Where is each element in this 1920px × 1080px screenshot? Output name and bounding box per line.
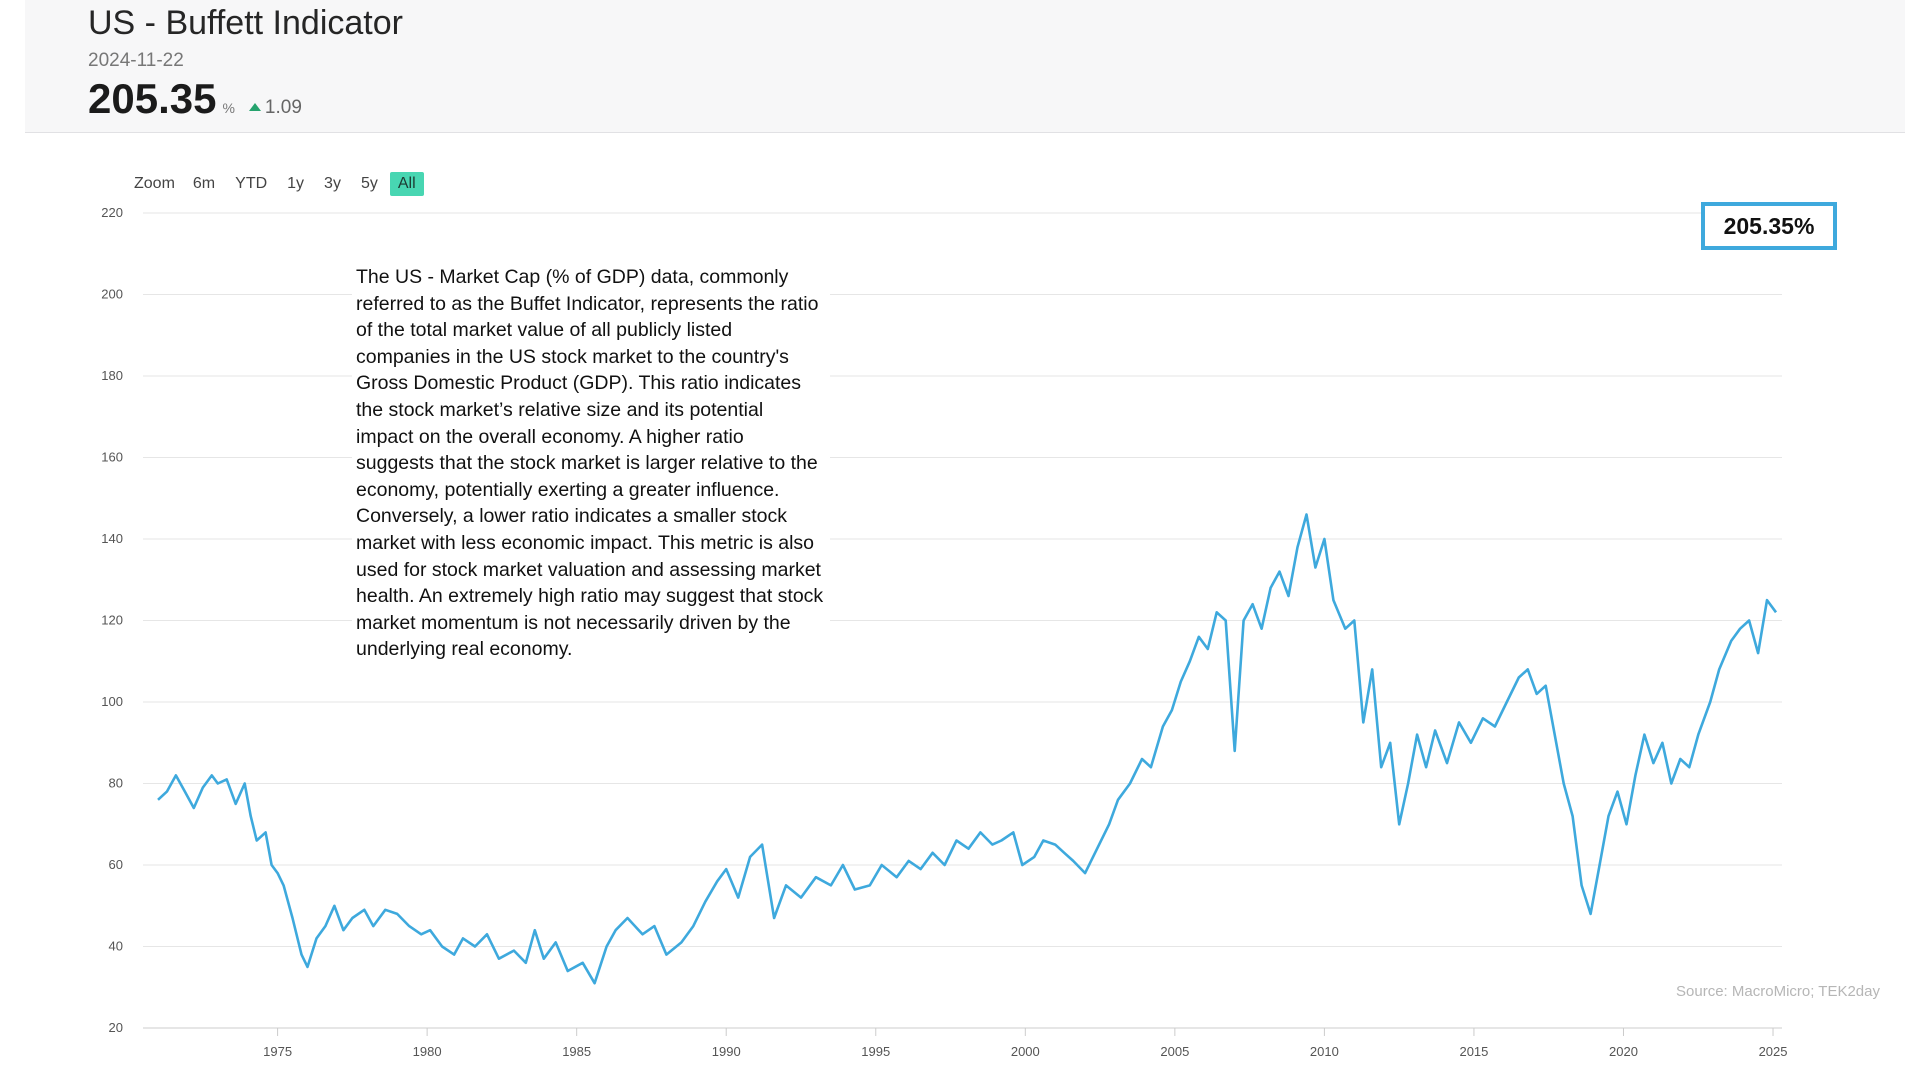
x-tick-label: 2000 — [1011, 1044, 1040, 1059]
y-tick-label: 20 — [109, 1020, 123, 1035]
source-note: Source: MacroMicro; TEK2day — [1676, 983, 1880, 1000]
triangle-up-icon — [248, 103, 261, 111]
zoom-label: Zoom — [134, 175, 175, 192]
y-tick-label: 80 — [109, 776, 123, 791]
value-unit: % — [222, 100, 235, 116]
y-tick-label: 120 — [101, 613, 123, 628]
zoom-button-all[interactable]: All — [389, 172, 424, 196]
x-tick-label: 2005 — [1160, 1044, 1189, 1059]
zoom-button-5y[interactable]: 5y — [360, 175, 378, 192]
x-tick-label: 1975 — [263, 1044, 292, 1059]
header: US - Buffett Indicator 2024-11-22 205.35… — [25, 0, 1905, 133]
y-tick-label: 100 — [101, 694, 123, 709]
latest-value-callout: 205.35% — [1701, 202, 1837, 250]
description-text: The US - Market Cap (% of GDP) data, com… — [352, 262, 830, 665]
y-tick-label: 140 — [101, 531, 123, 546]
x-tick-label: 2025 — [1759, 1044, 1788, 1059]
y-tick-label: 40 — [109, 939, 123, 954]
y-tick-label: 60 — [109, 857, 123, 872]
series-line — [157, 513, 1778, 985]
y-tick-label: 180 — [101, 368, 123, 383]
x-tick-label: 1980 — [413, 1044, 442, 1059]
x-tick-label: 2020 — [1609, 1044, 1638, 1059]
y-tick-label: 160 — [101, 450, 123, 465]
y-tick-label: 220 — [101, 205, 123, 220]
x-tick-label: 1995 — [861, 1044, 890, 1059]
range-selector: Zoom 6m YTD 1y 3y 5y All — [134, 170, 424, 198]
current-value-row: 205.35% 1.09 — [88, 75, 302, 123]
x-tick-label: 2015 — [1459, 1044, 1488, 1059]
data-date: 2024-11-22 — [88, 50, 184, 71]
current-value: 205.35 — [88, 75, 217, 122]
y-tick-label: 200 — [101, 287, 123, 302]
x-tick-label: 2010 — [1310, 1044, 1339, 1059]
value-change: 1.09 — [264, 97, 302, 118]
zoom-button-6m[interactable]: 6m — [192, 175, 216, 192]
zoom-button-1y[interactable]: 1y — [287, 175, 305, 192]
x-tick-label: 1990 — [712, 1044, 741, 1059]
zoom-button-ytd[interactable]: YTD — [235, 175, 268, 192]
x-tick-label: 1985 — [562, 1044, 591, 1059]
page-title: US - Buffett Indicator — [88, 4, 403, 42]
zoom-button-3y[interactable]: 3y — [324, 175, 341, 192]
